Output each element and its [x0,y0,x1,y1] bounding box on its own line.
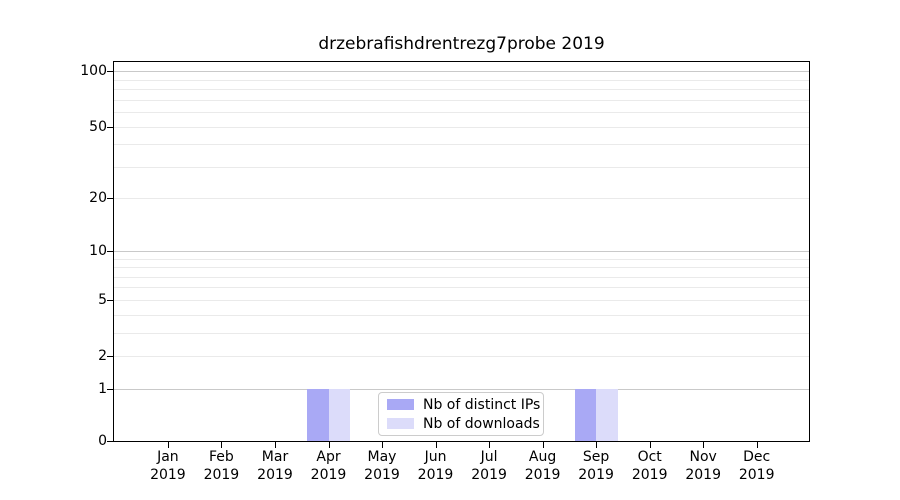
bar-distinct-ips [307,388,329,441]
x-tick-year: 2019 [685,467,721,483]
x-tick-label: Nov 2019 [673,448,733,484]
y-tick [107,198,113,200]
legend-label-downloads: Nb of downloads [423,415,540,432]
y-tick-label: 5 [98,291,107,308]
x-tick [435,442,437,448]
y-tick-label: 50 [89,118,107,135]
plot-area: 0 1 2 5 10 20 50 100 Jan 2019 Feb 2019 Mar 2019 Apr 201… [80,61,810,483]
x-tick-label: Dec 2019 [727,448,787,484]
minor-gridline [114,112,809,113]
minor-gridline [114,314,809,316]
x-tick-label: Sep 2019 [566,448,626,484]
minor-gridline [114,126,809,128]
minor-gridline [114,287,809,289]
minor-gridline [114,276,809,278]
y-tick [107,388,113,390]
x-tick-label: Oct 2019 [620,448,680,484]
x-tick-year: 2019 [417,467,454,483]
x-tick [596,442,598,448]
minor-gridline [114,267,809,268]
minor-gridline [114,332,809,334]
minor-gridline [114,299,809,301]
y-tick-label: 2 [98,348,107,364]
minor-gridline [114,144,809,146]
x-tick-year: 2019 [150,467,186,483]
legend: Nb of distinct IPs Nb of downloads [378,392,544,436]
bar-downloads [596,388,618,441]
minor-gridline [114,89,809,91]
minor-gridline [114,198,809,200]
y-tick [107,441,113,442]
x-tick-label: Jun 2019 [406,448,466,484]
minor-gridline [114,356,809,357]
major-gridline [114,388,809,390]
y-tick-label: 100 [80,63,107,80]
legend-row-downloads: Nb of downloads [387,416,543,432]
y-tick-label: 10 [89,242,107,259]
bar-distinct-ips [574,388,597,441]
x-tick [649,442,651,448]
x-tick [542,442,544,448]
x-tick-label: Aug 2019 [513,448,573,484]
legend-row-distinct-ips: Nb of distinct IPs [387,397,543,413]
x-tick-year: 2019 [524,467,561,483]
legend-swatch-distinct-ips [387,399,414,410]
y-tick-label: 1 [98,380,107,397]
minor-gridline [114,79,809,81]
x-tick [221,442,223,448]
y-tick-label: 0 [98,433,107,449]
x-tick-label: Apr 2019 [299,448,359,484]
chart-title: drzebrafishdrentrezg7probe 2019 [318,34,605,54]
x-tick-label: Feb 2019 [191,448,251,484]
y-tick [107,71,113,73]
x-tick-year: 2019 [631,467,668,483]
x-tick-year: 2019 [203,467,240,483]
x-tick-year: 2019 [257,467,293,483]
x-tick [489,442,491,448]
x-tick [382,442,383,448]
legend-label-distinct-ips: Nb of distinct IPs [423,396,541,413]
x-tick [167,442,169,448]
bar-downloads [328,388,350,441]
y-tick [107,356,113,357]
y-tick [107,126,113,128]
x-tick-year: 2019 [310,467,347,483]
y-tick [107,299,113,301]
minor-gridline [114,166,809,168]
x-tick [328,442,330,448]
major-gridline [114,250,809,252]
y-tick-label: 20 [89,190,107,207]
x-tick-year: 2019 [578,467,614,483]
major-gridline [114,71,809,73]
x-tick-label: Jul 2019 [459,448,519,484]
x-tick-year: 2019 [738,467,775,483]
minor-gridline [114,258,809,260]
x-tick-year: 2019 [471,467,507,483]
x-tick-year: 2019 [364,467,400,483]
x-tick-label: Mar 2019 [245,448,305,484]
x-tick [756,442,758,448]
x-tick [275,442,276,448]
y-tick [107,250,113,252]
minor-gridline [114,99,809,101]
x-tick-label: May 2019 [352,448,412,484]
x-tick [703,442,705,448]
legend-swatch-downloads [387,418,414,429]
x-tick-label: Jan 2019 [138,448,198,484]
